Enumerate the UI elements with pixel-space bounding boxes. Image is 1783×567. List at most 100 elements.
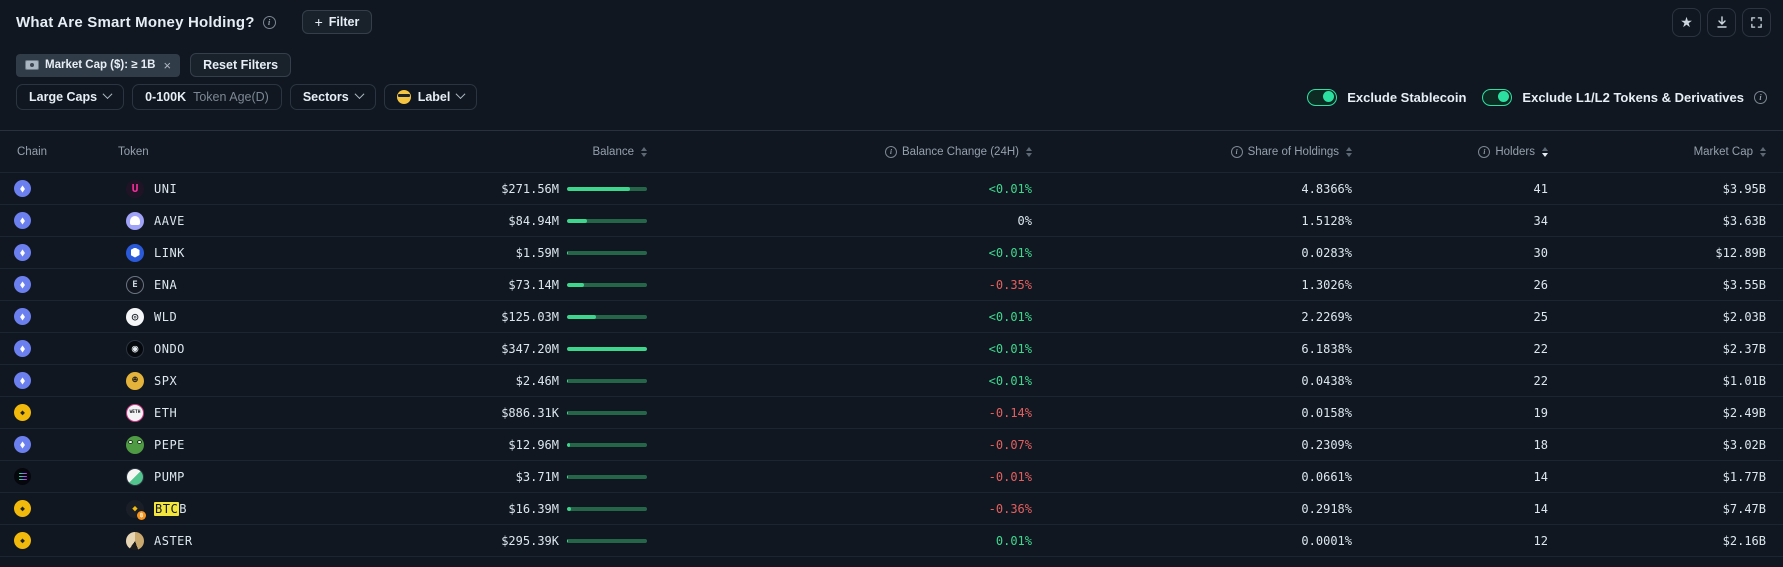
- table-row[interactable]: ◆ ◆ ฿ BTCB $16.39M -0.36% 0.2918% 14 $7.4…: [0, 493, 1783, 525]
- token-icon: U: [126, 179, 144, 198]
- token-symbol[interactable]: LINK: [154, 245, 185, 260]
- sol-bar: [18, 472, 27, 475]
- token-icon: ◉: [126, 339, 144, 358]
- market-cap-value: $2.37B: [1722, 341, 1766, 356]
- table-row[interactable]: ◆ ASTER $295.39K 0.01% 0.0001% 12 $2.16B: [0, 525, 1783, 557]
- token-icon: [126, 211, 144, 230]
- balance-value: $16.39M: [508, 501, 559, 516]
- table-row[interactable]: ◆ PEPE $12.96M -0.07% 0.2309% 18 $3.02B: [0, 429, 1783, 461]
- token-symbol[interactable]: SPX: [154, 373, 178, 388]
- token-symbol[interactable]: WLD: [154, 309, 178, 324]
- sort-icon[interactable]: [1760, 146, 1766, 157]
- token-symbol[interactable]: UNI: [154, 181, 178, 196]
- sort-icon[interactable]: [1026, 146, 1032, 157]
- reset-filters-button[interactable]: Reset Filters: [190, 53, 292, 77]
- table-row[interactable]: ◆ WETH ETH $886.31K -0.14% 0.0158% 19 $2…: [0, 397, 1783, 429]
- token-icon: [126, 435, 144, 454]
- info-icon[interactable]: i: [1230, 145, 1243, 158]
- balance-bar: [567, 474, 647, 479]
- star-icon: ★: [1680, 14, 1693, 30]
- plus-icon: +: [314, 13, 323, 30]
- balance-bar: [567, 282, 647, 287]
- share-of-holdings-value: 0.0283%: [1301, 245, 1352, 260]
- token-cell: ◎ WLD: [110, 307, 460, 326]
- token-symbol[interactable]: ONDO: [154, 341, 185, 356]
- token-symbol[interactable]: AAVE: [154, 213, 185, 228]
- column-header-chain: Chain: [0, 146, 110, 158]
- token-symbol[interactable]: ETH: [154, 405, 178, 420]
- table-row[interactable]: ◆ E ENA $73.14M -0.35% 1.3026% 26 $3.55B: [0, 269, 1783, 301]
- token-symbol[interactable]: ASTER: [154, 533, 193, 548]
- favorite-button[interactable]: ★: [1672, 7, 1701, 37]
- dropdown-sectors[interactable]: Sectors: [289, 84, 376, 110]
- table-row[interactable]: ◆ ☻ SPX $2.46M <0.01% 0.0438% 22 $1.01B: [0, 365, 1783, 397]
- sort-icon[interactable]: [1542, 146, 1548, 157]
- download-button[interactable]: [1707, 7, 1736, 37]
- share-of-holdings-value: 2.2269%: [1301, 309, 1352, 324]
- sort-up-arrow: [641, 146, 647, 151]
- fullscreen-button[interactable]: [1742, 7, 1771, 37]
- info-icon[interactable]: i: [885, 145, 897, 158]
- token-symbol[interactable]: PUMP: [154, 469, 185, 484]
- token-symbol[interactable]: PEPE: [154, 437, 185, 452]
- toggle-exclude-stablecoin[interactable]: [1307, 88, 1338, 106]
- token-symbol[interactable]: ENA: [154, 277, 178, 292]
- table-row[interactable]: PUMP $3.71M -0.01% 0.0661% 14 $1.77B: [0, 461, 1783, 493]
- chain-cell: ◆: [0, 340, 110, 357]
- table-row[interactable]: ◆ ◎ WLD $125.03M <0.01% 2.2269% 25 $2.03…: [0, 301, 1783, 333]
- pepe-eye: [137, 439, 142, 444]
- column-header-balance[interactable]: Balance: [460, 146, 647, 158]
- chain-icon: ◆: [14, 436, 31, 453]
- smiley-glyph: ☻: [131, 374, 139, 386]
- market-cap-value: $1.01B: [1722, 373, 1766, 388]
- table-body: ◆ U UNI $271.56M <0.01% 4.8366% 41 $3.95…: [0, 173, 1783, 557]
- balance-bar: [567, 378, 647, 383]
- dropdown-token-age[interactable]: 0-100K Token Age(D): [132, 84, 282, 110]
- balance-value: $84.94M: [508, 213, 559, 228]
- sort-icon[interactable]: [1346, 146, 1352, 157]
- chain-icon: ◆: [14, 340, 31, 357]
- token-symbol[interactable]: BTCB: [154, 501, 187, 516]
- token-cell: U UNI: [110, 179, 460, 198]
- sort-down-arrow: [1346, 152, 1352, 157]
- filter-chip-market-cap[interactable]: Market Cap ($): ≥ 1B ×: [16, 53, 181, 77]
- balance-cell: $271.56M: [460, 182, 647, 196]
- dropdown-label-filter[interactable]: Label: [383, 84, 478, 110]
- dropdown-label: Sectors: [302, 90, 349, 104]
- info-icon[interactable]: i: [1478, 145, 1491, 158]
- chain-cell: ◆: [0, 404, 110, 421]
- balance-bar-fill: [567, 282, 584, 287]
- table-row[interactable]: ◆ U UNI $271.56M <0.01% 4.8366% 41 $3.95…: [0, 173, 1783, 205]
- table-row[interactable]: ◆ LINK $1.59M <0.01% 0.0283% 30 $12.89B: [0, 237, 1783, 269]
- balance-value: $295.39K: [501, 533, 559, 548]
- column-header-balance-change[interactable]: i Balance Change (24H): [647, 145, 1032, 158]
- token-cell: PUMP: [110, 467, 460, 486]
- add-filter-button[interactable]: + Filter: [301, 10, 373, 34]
- column-header-market-cap[interactable]: Market Cap: [1548, 146, 1766, 158]
- token-icon: ☻: [126, 371, 144, 390]
- token-icon: ◎: [126, 307, 144, 326]
- sort-up-arrow: [1026, 146, 1032, 151]
- table-row[interactable]: ◆ AAVE $84.94M 0% 1.5128% 34 $3.63B: [0, 205, 1783, 237]
- holders-value: 14: [1533, 501, 1548, 516]
- remove-filter-icon[interactable]: ×: [163, 57, 172, 73]
- column-header-share-of-holdings[interactable]: i Share of Holdings: [1032, 145, 1352, 158]
- sort-icon[interactable]: [641, 146, 647, 157]
- exclusion-toggles: Exclude Stablecoin Exclude L1/L2 Tokens …: [1307, 88, 1767, 106]
- l1l2-info-icon[interactable]: i: [1754, 90, 1767, 104]
- column-header-holders[interactable]: i Holders: [1352, 145, 1548, 158]
- balance-value: $3.71M: [515, 469, 559, 484]
- chain-icon: ◆: [14, 372, 31, 389]
- bnb-diamond: ◆: [20, 536, 25, 545]
- table-row[interactable]: ◆ ◉ ONDO $347.20M <0.01% 6.1838% 22 $2.3…: [0, 333, 1783, 365]
- balance-change-value: -0.36%: [988, 501, 1032, 516]
- sort-down-arrow: [1026, 152, 1032, 157]
- dropdown-market-cap-group[interactable]: Large Caps: [16, 84, 125, 110]
- chain-icon: ◆: [14, 276, 31, 293]
- title-info-icon[interactable]: i: [262, 15, 276, 29]
- toggle-knob: [1498, 91, 1510, 102]
- toggle-exclude-l1l2[interactable]: [1482, 88, 1513, 106]
- share-of-holdings-value: 0.2918%: [1301, 501, 1352, 516]
- balance-bar: [567, 442, 647, 447]
- chain-cell: ◆: [0, 180, 110, 197]
